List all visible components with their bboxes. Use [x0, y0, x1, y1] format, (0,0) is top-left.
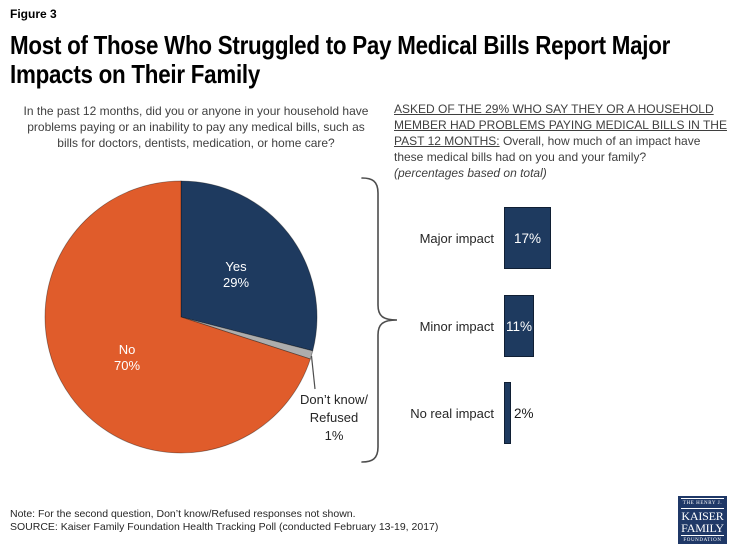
page-title-line-1: Most of Those Who Struggled to Pay Medic… — [10, 30, 671, 60]
pie-chart — [44, 180, 318, 454]
pie-question: In the past 12 months, did you or anyone… — [23, 104, 369, 150]
bar-question-rest: Overall, how much of an impact have thes… — [394, 134, 701, 164]
bar-question-note: (percentages based on total) — [394, 166, 547, 180]
pie-label-no-text: No — [118, 342, 136, 357]
bar-value: 11% — [505, 318, 533, 334]
pie-callout-dont-know: Don’t know/ Refused 1% — [290, 391, 378, 445]
bar-row-major-impact: Major impact 17% — [390, 207, 551, 269]
footer-source: SOURCE: Kaiser Family Foundation Health … — [10, 521, 439, 533]
kff-logo: THE HENRY J. KAISER FAMILY FOUNDATION — [678, 496, 727, 544]
bar-label: No real impact — [410, 405, 494, 421]
pie-label-yes: Yes 29% — [194, 259, 278, 291]
grouping-brace — [361, 177, 398, 463]
logo-line-1: THE HENRY J. — [682, 500, 723, 506]
pie-slice-no — [44, 180, 311, 454]
bar-minor-impact: 11% — [504, 295, 534, 357]
figure-label: Figure 3 — [10, 7, 57, 21]
page-title-line-2: Impacts on Their Family — [10, 59, 261, 89]
bar-no-real-impact — [504, 382, 511, 444]
bar-wrap: 2% — [504, 382, 534, 444]
logo-line-2: KAISER — [681, 508, 724, 523]
bar-value: 17% — [513, 230, 542, 246]
callout-line-2: Refused — [309, 410, 359, 425]
pie-and-brace-graphic — [44, 177, 398, 463]
pie-label-no: No 70% — [85, 342, 169, 374]
callout-value: 1% — [324, 428, 344, 443]
bar-wrap: 11% — [504, 295, 534, 357]
bar-row-no-real-impact: No real impact 2% — [390, 382, 534, 444]
bar-label: Minor impact — [419, 318, 494, 334]
logo-rule — [681, 507, 724, 509]
bar-label: Major impact — [419, 230, 494, 246]
bar-value: 2% — [514, 405, 534, 421]
callout-line-1: Don’t know/ — [300, 392, 368, 407]
logo-rule — [681, 497, 724, 499]
logo-line-4: FOUNDATION — [683, 537, 722, 543]
page-title: Most of Those Who Struggled to Pay Medic… — [10, 31, 670, 89]
bar-question: ASKED OF THE 29% WHO SAY THEY OR A HOUSE… — [394, 101, 730, 181]
logo-rule — [681, 534, 724, 536]
pie-label-yes-text: Yes — [225, 259, 247, 274]
bar-row-minor-impact: Minor impact 11% — [390, 295, 534, 357]
bar-major-impact: 17% — [504, 207, 551, 269]
footer-note: Note: For the second question, Don’t kno… — [10, 508, 356, 520]
bar-question-underlined: ASKED OF THE 29% WHO SAY THEY OR A HOUSE… — [394, 102, 727, 148]
bar-wrap: 17% — [504, 207, 551, 269]
pie-label-yes-value: 29% — [222, 275, 250, 290]
pie-slice-yes — [180, 180, 318, 352]
logo-line-3: FAMILY — [681, 520, 724, 535]
pie-label-no-value: 70% — [113, 358, 141, 373]
callout-leader-line — [310, 355, 316, 390]
pie-slice-dont-know-refused — [180, 316, 314, 360]
